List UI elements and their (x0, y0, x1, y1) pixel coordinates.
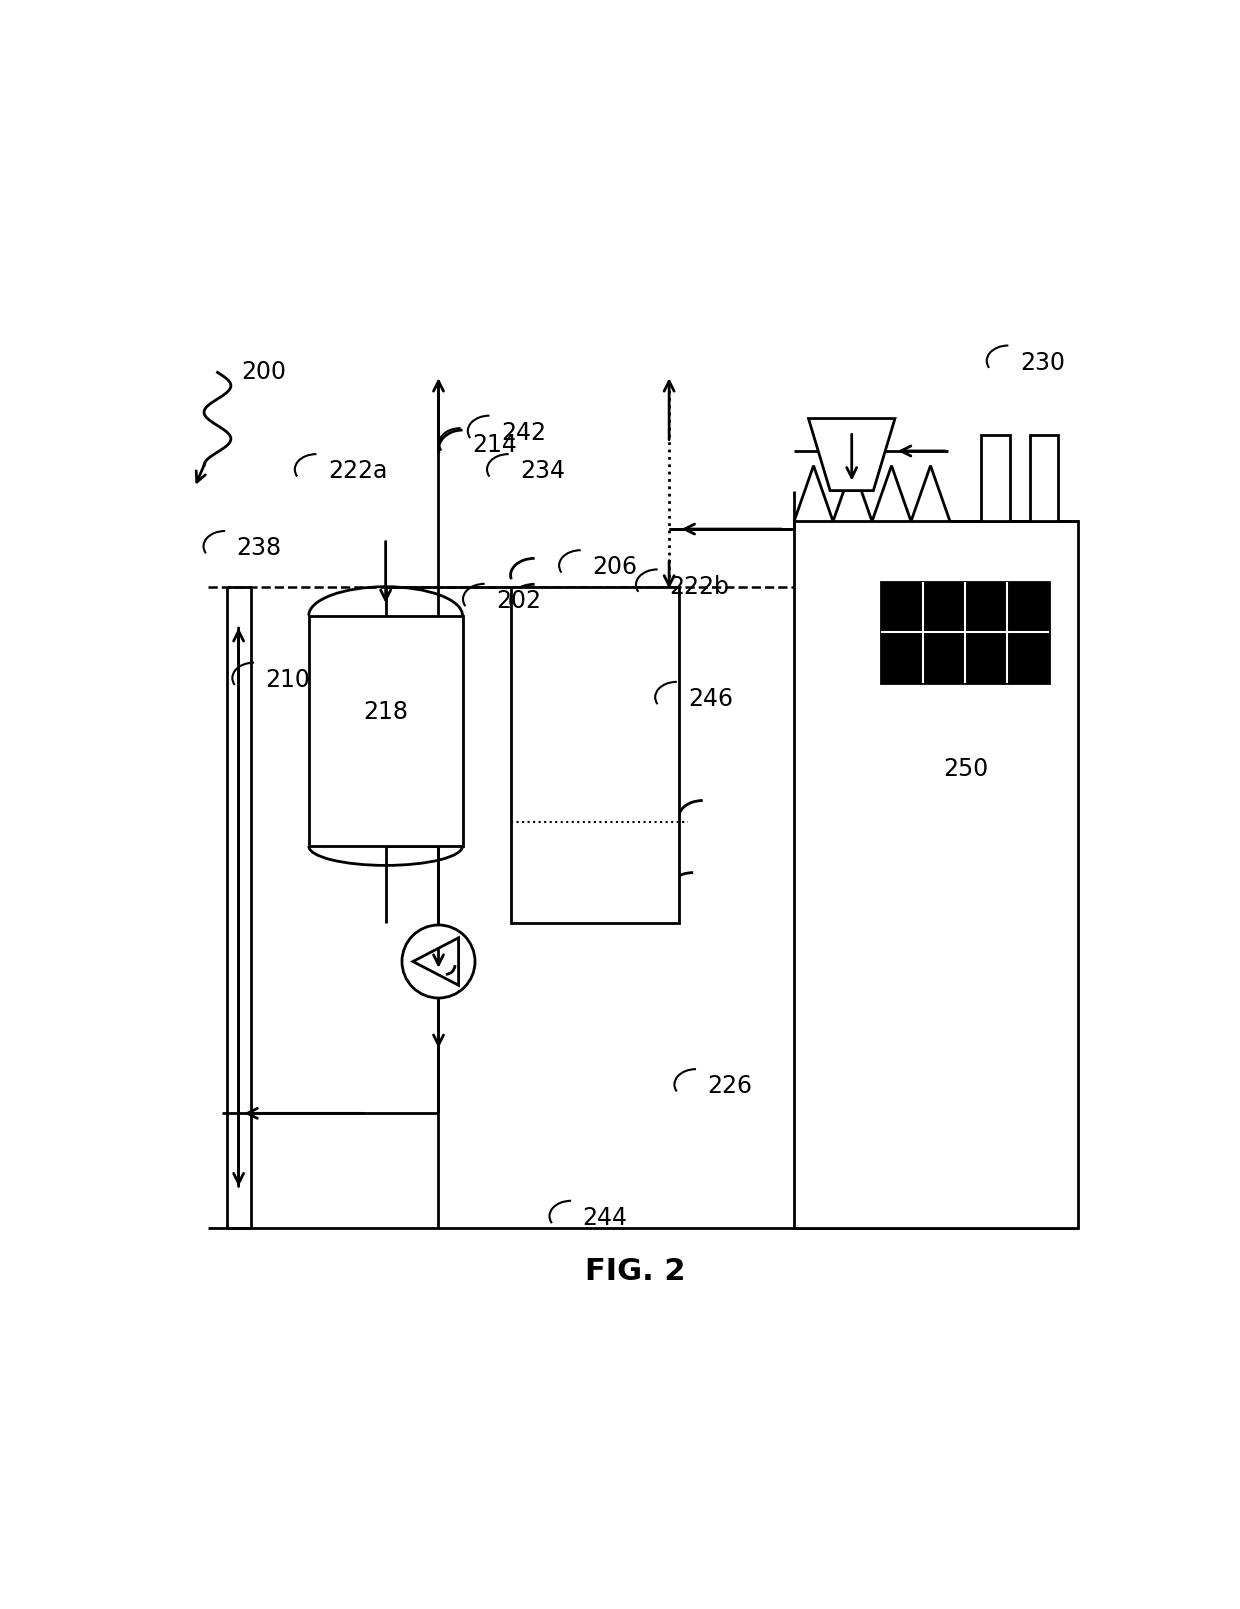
Text: FIG. 2: FIG. 2 (585, 1257, 686, 1287)
Text: 226: 226 (708, 1075, 753, 1099)
Text: 242: 242 (501, 422, 546, 446)
Bar (1029, 434, 1058, 521)
Text: 244: 244 (583, 1207, 627, 1231)
Bar (511, 587, 678, 924)
Text: 202: 202 (496, 589, 541, 613)
Bar (794, 521, 1078, 1228)
Bar (309, 616, 463, 846)
Text: 234: 234 (521, 460, 565, 483)
Bar (880, 582, 1049, 682)
Text: 238: 238 (237, 536, 281, 560)
Text: 206: 206 (593, 555, 637, 579)
Text: 246: 246 (688, 687, 733, 711)
Polygon shape (808, 418, 895, 491)
Text: 250: 250 (942, 758, 988, 782)
Circle shape (402, 925, 475, 998)
Text: 230: 230 (1019, 351, 1065, 375)
Text: 200: 200 (242, 360, 286, 385)
Bar (982, 434, 1011, 521)
Text: 222b: 222b (670, 574, 729, 599)
Text: 214: 214 (472, 433, 517, 457)
Text: 218: 218 (363, 700, 408, 724)
Text: 210: 210 (265, 668, 310, 692)
Text: 222a: 222a (327, 460, 387, 483)
